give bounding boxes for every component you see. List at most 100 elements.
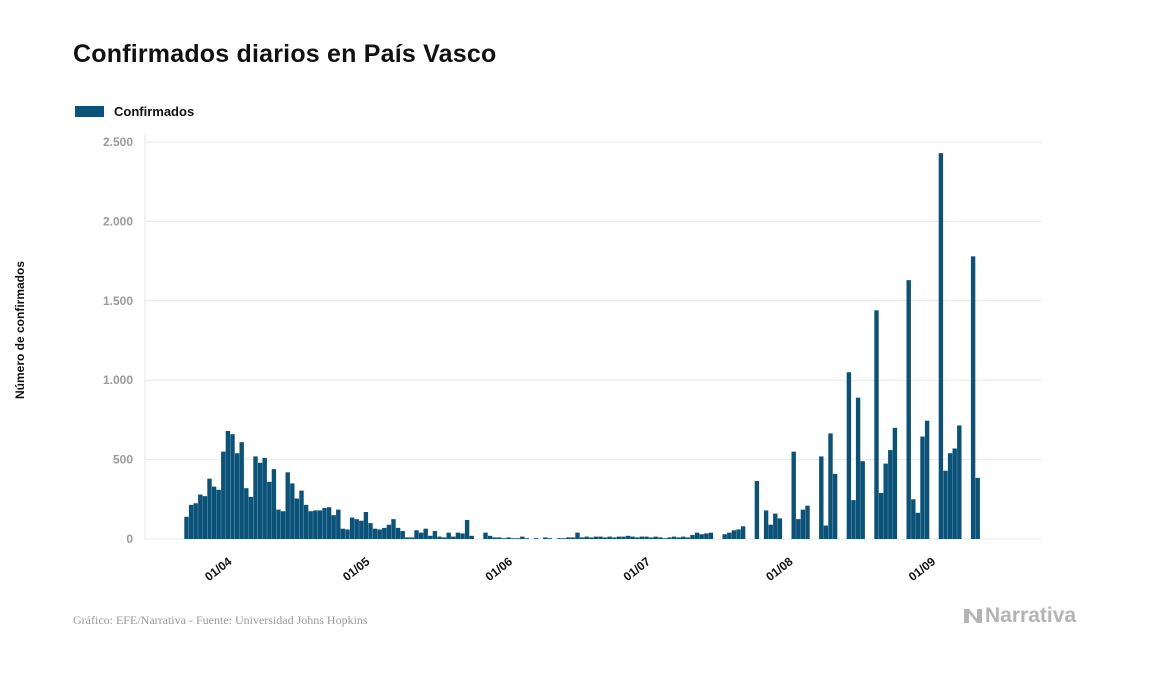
bar (202, 496, 208, 539)
bar (662, 538, 668, 539)
bar (377, 529, 382, 539)
bar (221, 451, 226, 539)
bar (271, 469, 277, 539)
bar (451, 536, 456, 539)
bar (506, 537, 511, 539)
y-tick-labels: 0 500 1.000 1.500 2.000 2.500 (103, 135, 133, 546)
bar (184, 516, 189, 539)
bar (635, 537, 640, 539)
bar (915, 512, 921, 539)
narrativa-mark-icon (964, 609, 982, 623)
bar (736, 529, 741, 539)
bar (543, 537, 548, 539)
bar (602, 537, 608, 539)
bar (906, 280, 911, 539)
bar (418, 532, 424, 539)
bar (648, 537, 654, 539)
bar (405, 537, 410, 539)
bar (676, 537, 681, 539)
bar (612, 537, 617, 539)
bar (911, 499, 916, 539)
bar (777, 518, 783, 539)
bar (547, 538, 553, 539)
bar (681, 536, 686, 539)
bar (331, 515, 336, 539)
bar (391, 519, 396, 539)
bar (589, 537, 594, 539)
bar (685, 537, 691, 539)
bar (299, 490, 304, 539)
bar (621, 536, 626, 539)
bar (382, 527, 387, 539)
bar (290, 483, 295, 539)
bar (975, 477, 980, 539)
bar (598, 536, 603, 539)
bar (878, 492, 884, 539)
bar (363, 512, 369, 539)
bar (428, 535, 433, 539)
bar (892, 427, 898, 539)
bar (520, 536, 525, 539)
bar (345, 529, 350, 539)
bar (938, 153, 944, 539)
bar (497, 537, 502, 539)
bar (248, 496, 254, 539)
bar (796, 519, 801, 539)
brand-name: Narrativa (985, 604, 1077, 627)
legend-label: Confirmados (114, 104, 195, 119)
bar (768, 524, 773, 539)
bar (267, 481, 272, 539)
bar (773, 513, 778, 539)
bar (823, 525, 829, 539)
bar (239, 442, 244, 539)
bar (483, 532, 488, 539)
bar (437, 536, 442, 539)
narrativa-logo: Narrativa (963, 604, 1076, 628)
x-tick-label: 01/07 (621, 554, 654, 584)
source-note: Gráfico: EFE/Narrativa - Fuente: Univers… (73, 613, 368, 627)
bar (524, 538, 530, 539)
chart-title: Confirmados diarios en País Vasco (73, 40, 497, 68)
bar (819, 456, 824, 539)
bars (184, 153, 980, 539)
bar (947, 453, 953, 539)
bar (671, 536, 677, 539)
bar (230, 434, 235, 539)
legend-swatch (75, 106, 104, 117)
bar (336, 509, 341, 539)
bar (658, 537, 663, 539)
bar (446, 532, 451, 539)
bar (828, 433, 833, 539)
bar (699, 534, 704, 539)
bar (561, 538, 566, 539)
bar (791, 451, 796, 539)
bar (386, 524, 392, 539)
bar (731, 530, 737, 539)
bar (372, 528, 378, 539)
y-tick-label: 2.500 (103, 135, 133, 149)
bar (754, 481, 760, 539)
bar (510, 538, 516, 539)
bar (225, 431, 231, 539)
y-tick-label: 0 (126, 532, 133, 546)
bar (943, 470, 948, 539)
legend: Confirmados (75, 104, 194, 119)
bar (570, 537, 576, 539)
bar (359, 520, 364, 539)
bar (556, 538, 562, 539)
x-tick-label: 01/06 (483, 554, 516, 584)
y-tick-label: 2.000 (103, 214, 133, 228)
bar (354, 519, 359, 539)
bar (667, 537, 672, 539)
y-tick-label: 1.500 (103, 294, 133, 308)
bar (874, 310, 879, 539)
bar (501, 538, 507, 539)
bar (957, 425, 962, 539)
bar (326, 507, 332, 539)
bar (308, 511, 313, 539)
bar (625, 535, 631, 539)
bar (740, 526, 746, 539)
bar (211, 486, 217, 539)
bar (607, 536, 612, 539)
